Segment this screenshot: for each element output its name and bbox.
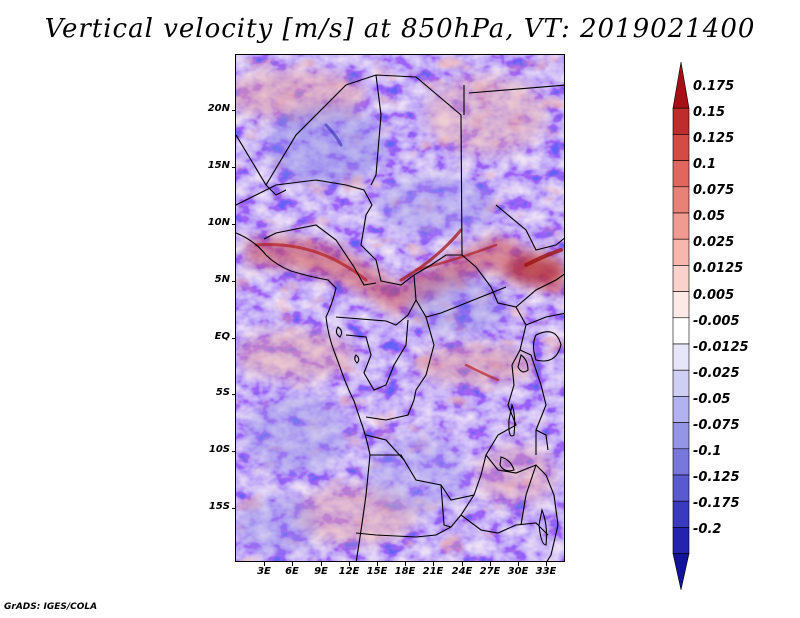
- lon-label-33e: 33E: [535, 566, 557, 577]
- colorbar-label-14: -0.1: [693, 444, 722, 459]
- colorbar-label-1: 0.15: [693, 105, 726, 120]
- lon-tick: [292, 562, 293, 566]
- lat-label-15s: 15S: [208, 501, 230, 512]
- lon-tick: [462, 562, 463, 566]
- colorbar-label-13: -0.075: [693, 418, 740, 433]
- lat-tick: [232, 167, 236, 168]
- colorbar-swatch: [672, 500, 690, 528]
- lon-tick: [546, 562, 547, 566]
- colorbar-label-10: -0.0125: [693, 340, 749, 355]
- colorbar-label-4: 0.075: [693, 183, 735, 198]
- lat-tick: [232, 451, 236, 452]
- colorbar-swatch: [672, 422, 690, 450]
- strong-streaks: [254, 123, 563, 382]
- lon-label-21e: 21E: [422, 566, 444, 577]
- lat-tick: [232, 394, 236, 395]
- colorbar-label-9: -0.005: [693, 314, 740, 329]
- colorbar-swatch: [672, 396, 690, 423]
- colorbar-swatch: [672, 343, 690, 371]
- lon-tick: [264, 562, 265, 566]
- lon-label-6e: 6E: [285, 566, 299, 577]
- colorbar-swatch: [672, 317, 690, 345]
- colorbar-label-15: -0.125: [693, 470, 740, 485]
- lon-tick: [377, 562, 378, 566]
- downdraft-areas: [236, 105, 506, 555]
- colorbar-label-3: 0.1: [693, 157, 717, 172]
- chart-title: Vertical velocity [m/s] at 850hPa, VT: 2…: [44, 14, 756, 44]
- lon-label-27e: 27E: [479, 566, 501, 577]
- colorbar-swatch: [672, 134, 690, 161]
- vertical-velocity-field: [236, 55, 564, 561]
- colorbar-swatch: [672, 527, 690, 554]
- colorbar-swatch: [672, 107, 690, 135]
- colorbar-label-2: 0.125: [693, 131, 735, 146]
- lon-label-12e: 12E: [338, 566, 360, 577]
- lon-tick: [321, 562, 322, 566]
- lat-tick: [232, 508, 236, 509]
- lon-label-30e: 30E: [507, 566, 529, 577]
- colorbar-swatch: [672, 186, 690, 214]
- colorbar-swatch: [672, 160, 690, 188]
- lat-label-5n: 5N: [214, 274, 230, 285]
- colorbar-swatch: [672, 238, 690, 266]
- lon-tick: [490, 562, 491, 566]
- colorbar-swatch: [672, 265, 690, 292]
- colorbar-label-17: -0.2: [693, 522, 722, 537]
- colorbar-swatch: [672, 212, 690, 240]
- colorbar-swatch: [672, 553, 690, 590]
- colorbar-swatch: [672, 369, 690, 397]
- lat-label-10n: 10N: [207, 217, 230, 228]
- colorbar-swatch: [672, 474, 690, 502]
- lon-tick: [518, 562, 519, 566]
- colorbar-label-11: -0.025: [693, 366, 740, 381]
- lat-label-eq: EQ: [214, 331, 230, 342]
- colorbar-label-5: 0.05: [693, 209, 726, 224]
- lat-tick: [232, 281, 236, 282]
- lon-label-9e: 9E: [314, 566, 328, 577]
- lon-label-15e: 15E: [366, 566, 388, 577]
- lat-label-20n: 20N: [207, 103, 230, 114]
- lat-tick: [232, 224, 236, 225]
- colorbar-swatch: [672, 291, 690, 319]
- colorbar-swatch: [672, 448, 690, 476]
- lon-label-18e: 18E: [394, 566, 416, 577]
- lat-tick: [232, 338, 236, 339]
- political-borders: [236, 74, 564, 561]
- grads-credit: GrADS: IGES/COLA: [4, 602, 98, 612]
- lon-tick: [433, 562, 434, 566]
- colorbar-label-16: -0.175: [693, 496, 740, 511]
- lon-tick: [405, 562, 406, 566]
- colorbar-label-8: 0.005: [693, 288, 735, 303]
- colorbar-label-0: 0.175: [693, 79, 735, 94]
- lon-label-3e: 3E: [257, 566, 271, 577]
- colorbar-swatches: [672, 61, 690, 590]
- lat-label-10s: 10S: [208, 444, 230, 455]
- colorbar-swatch: [672, 61, 690, 109]
- lat-label-5s: 5S: [215, 387, 230, 398]
- lat-tick: [232, 110, 236, 111]
- lon-label-24e: 24E: [451, 566, 473, 577]
- colorbar-label-12: -0.05: [693, 392, 731, 407]
- lat-label-15n: 15N: [207, 160, 230, 171]
- colorbar-label-7: 0.0125: [693, 261, 744, 276]
- map-panel: [235, 54, 565, 562]
- colorbar-label-6: 0.025: [693, 235, 735, 250]
- lon-tick: [349, 562, 350, 566]
